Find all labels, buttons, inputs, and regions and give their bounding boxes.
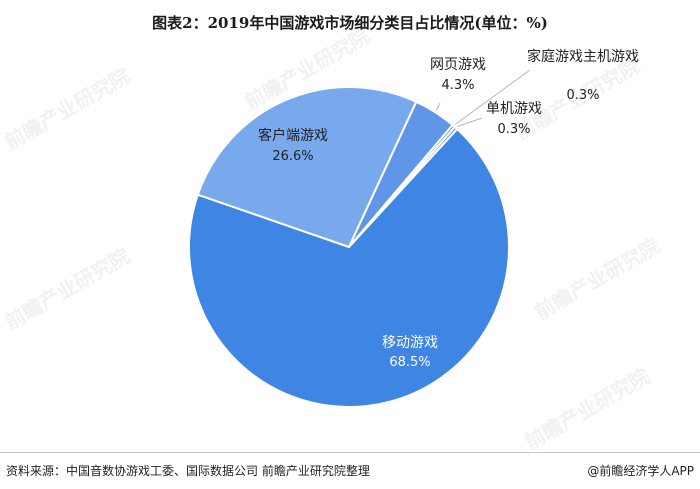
watermark-text: 前瞻产业研究院 (521, 364, 654, 450)
label-web-name: 网页游戏 (430, 57, 486, 73)
label-mobile-name: 移动游戏 (382, 335, 438, 351)
pie-slices (188, 86, 510, 408)
watermark-text: 前瞻产业研究院 (531, 234, 664, 325)
brand-mark: @前瞻经济学人APP (587, 464, 694, 478)
slice-labels: 移动游戏 68.5% 客户端游戏 26.6% 网页游戏 4.3% 家庭游戏主机游… (258, 48, 639, 370)
label-console-value: 0.3% (566, 88, 599, 103)
label-single-value: 0.3% (497, 122, 530, 137)
source-note: 资料来源：中国音数协游戏工委、国际数据公司 前瞻产业研究院整理 (6, 464, 370, 478)
pie-chart: 前瞻产业研究院 前瞻产业研究院 前瞻产业研究院 前瞻产业研究院 前瞻产业研究院 … (1, 24, 664, 450)
leader-line-web (435, 102, 441, 111)
label-console-name: 家庭游戏主机游戏 (527, 48, 639, 65)
label-single-name: 单机游戏 (486, 101, 542, 117)
leader-line-single (457, 117, 483, 128)
label-mobile-value: 68.5% (389, 355, 430, 370)
watermark-text: 前瞻产业研究院 (1, 64, 134, 155)
label-client-name: 客户端游戏 (258, 127, 328, 144)
leader-line-console (454, 69, 531, 125)
label-web-value: 4.3% (441, 78, 474, 93)
slice-mobile-games (188, 127, 510, 408)
leader-lines (435, 69, 531, 128)
chart-title: 图表2：2019年中国游戏市场细分类目占比情况(单位：%) (152, 14, 548, 32)
slice-client-games (196, 86, 418, 249)
label-client-value: 26.6% (272, 149, 313, 164)
watermark-text: 前瞻产业研究院 (1, 244, 134, 335)
slice-single-player-games (348, 125, 459, 248)
footer-divider (0, 452, 700, 453)
